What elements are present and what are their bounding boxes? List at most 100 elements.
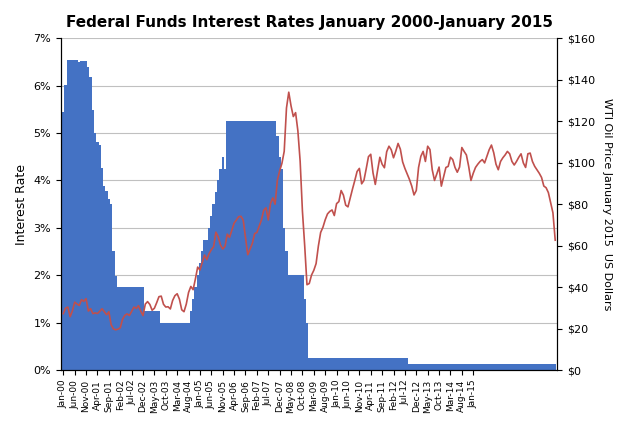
Bar bbox=[506, 364, 508, 370]
Bar bbox=[85, 61, 87, 370]
Bar bbox=[552, 364, 554, 370]
Bar bbox=[245, 121, 246, 370]
Bar bbox=[224, 169, 226, 370]
Bar bbox=[540, 364, 543, 370]
Bar bbox=[490, 364, 493, 370]
Bar bbox=[433, 364, 436, 370]
Bar bbox=[295, 275, 297, 370]
Bar bbox=[190, 311, 192, 370]
Bar bbox=[233, 121, 235, 370]
Bar bbox=[390, 358, 393, 370]
Bar bbox=[112, 252, 115, 370]
Bar bbox=[76, 60, 78, 370]
Bar bbox=[292, 275, 295, 370]
Bar bbox=[406, 358, 408, 370]
Bar bbox=[313, 358, 315, 370]
Bar bbox=[147, 311, 149, 370]
Bar bbox=[456, 364, 458, 370]
Bar bbox=[110, 204, 112, 370]
Y-axis label: WTI Oil Price January 2015  US Dollars: WTI Oil Price January 2015 US Dollars bbox=[602, 98, 612, 310]
Bar bbox=[196, 275, 199, 370]
Bar bbox=[135, 287, 137, 370]
Bar bbox=[354, 358, 356, 370]
Bar bbox=[274, 121, 277, 370]
Bar bbox=[130, 287, 133, 370]
Bar bbox=[299, 275, 302, 370]
Bar bbox=[124, 287, 126, 370]
Bar bbox=[115, 276, 117, 370]
Bar bbox=[187, 323, 190, 370]
Bar bbox=[122, 287, 124, 370]
Bar bbox=[376, 358, 379, 370]
Bar bbox=[554, 364, 556, 370]
Bar bbox=[246, 121, 249, 370]
Bar bbox=[203, 240, 206, 370]
Bar bbox=[450, 364, 451, 370]
Bar bbox=[529, 364, 531, 370]
Bar bbox=[108, 199, 110, 370]
Bar bbox=[87, 67, 90, 370]
Bar bbox=[263, 121, 265, 370]
Bar bbox=[518, 364, 520, 370]
Bar bbox=[256, 121, 258, 370]
Bar bbox=[458, 364, 461, 370]
Bar bbox=[217, 180, 219, 370]
Bar bbox=[117, 287, 119, 370]
Bar bbox=[351, 358, 354, 370]
Bar bbox=[543, 364, 545, 370]
Bar bbox=[504, 364, 506, 370]
Bar bbox=[329, 358, 331, 370]
Bar bbox=[155, 311, 158, 370]
Bar bbox=[277, 136, 278, 370]
Bar bbox=[281, 169, 283, 370]
Bar bbox=[502, 364, 504, 370]
Bar bbox=[419, 364, 422, 370]
Bar bbox=[547, 364, 549, 370]
Bar bbox=[538, 364, 540, 370]
Bar bbox=[479, 364, 481, 370]
Bar bbox=[78, 62, 80, 370]
Bar bbox=[119, 287, 122, 370]
Bar bbox=[308, 358, 310, 370]
Bar bbox=[215, 192, 217, 370]
Bar bbox=[201, 252, 203, 370]
Bar bbox=[451, 364, 454, 370]
Bar bbox=[340, 358, 342, 370]
Bar bbox=[447, 364, 450, 370]
Bar bbox=[472, 364, 475, 370]
Y-axis label: Interest Rate: Interest Rate bbox=[15, 163, 28, 244]
Bar bbox=[315, 358, 317, 370]
Bar bbox=[463, 364, 465, 370]
Bar bbox=[90, 77, 92, 370]
Bar bbox=[545, 364, 547, 370]
Bar bbox=[165, 323, 167, 370]
Bar bbox=[379, 358, 381, 370]
Bar bbox=[253, 121, 256, 370]
Title: Federal Funds Interest Rates January 2000-January 2015: Federal Funds Interest Rates January 200… bbox=[66, 15, 553, 30]
Bar bbox=[393, 358, 394, 370]
Bar bbox=[71, 60, 73, 370]
Bar bbox=[394, 358, 397, 370]
Bar bbox=[260, 121, 263, 370]
Bar bbox=[178, 323, 181, 370]
Bar bbox=[194, 287, 196, 370]
Bar bbox=[429, 364, 431, 370]
Bar bbox=[283, 228, 285, 370]
Bar bbox=[73, 60, 76, 370]
Bar bbox=[408, 364, 411, 370]
Bar bbox=[317, 358, 320, 370]
Bar bbox=[363, 358, 365, 370]
Bar bbox=[486, 364, 488, 370]
Bar bbox=[331, 358, 333, 370]
Bar bbox=[226, 121, 228, 370]
Bar bbox=[153, 311, 155, 370]
Bar bbox=[265, 121, 267, 370]
Bar bbox=[302, 275, 303, 370]
Bar bbox=[527, 364, 529, 370]
Bar bbox=[477, 364, 479, 370]
Bar bbox=[267, 121, 270, 370]
Bar bbox=[436, 364, 438, 370]
Bar bbox=[221, 157, 224, 370]
Bar bbox=[149, 311, 151, 370]
Bar bbox=[137, 287, 140, 370]
